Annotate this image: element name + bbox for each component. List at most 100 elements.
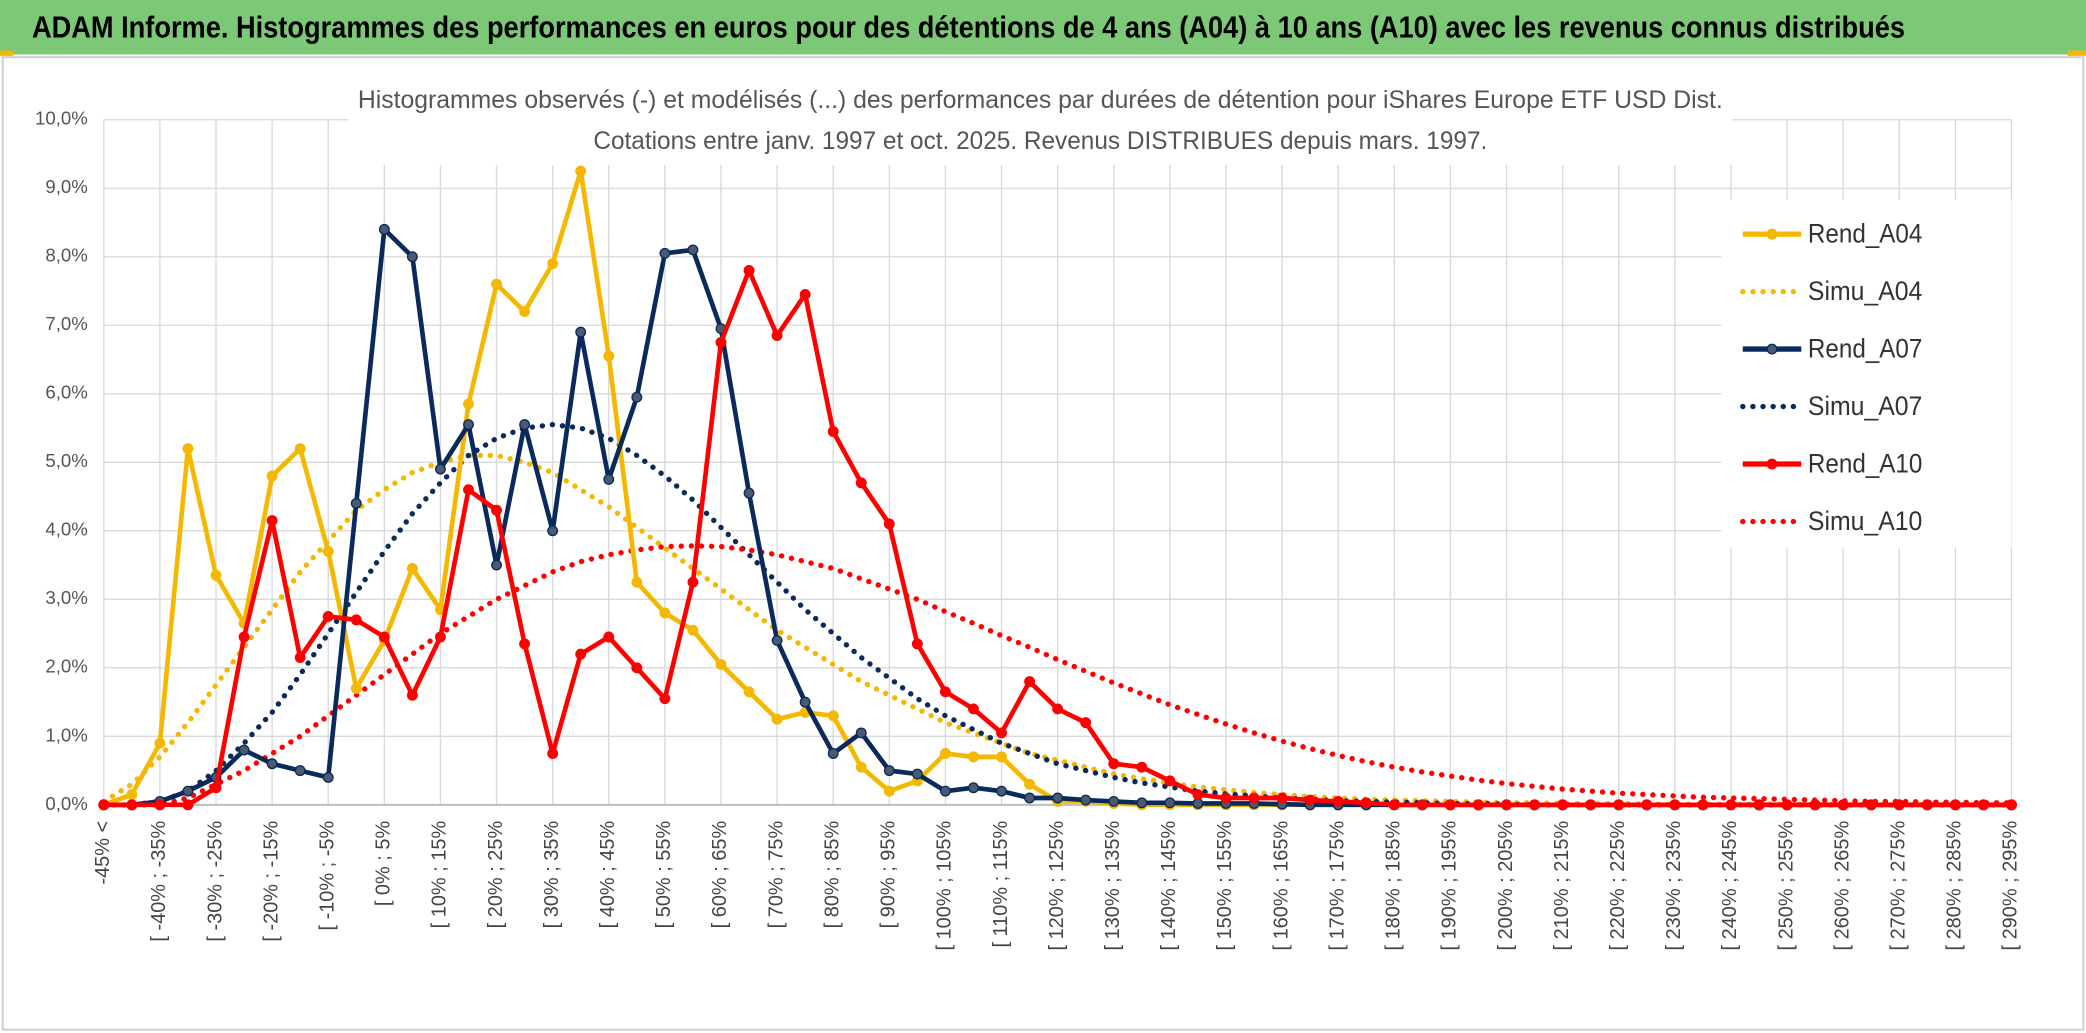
data-point [659, 693, 671, 705]
data-point [1024, 676, 1036, 687]
data-point [434, 463, 446, 475]
x-tick-label: [ 170% ; 175% [1326, 821, 1348, 951]
data-point [1501, 799, 1512, 811]
x-tick-label: [ -10% ; -5% [316, 821, 338, 931]
x-tick-label: [ -20% ; -15% [260, 821, 282, 942]
data-point [350, 497, 362, 509]
data-point [491, 504, 503, 516]
legend-label: Rend_A04 [1808, 218, 1923, 248]
x-tick-label: [ 150% ; 155% [1214, 821, 1236, 951]
x-tick-label: [ 40% ; 45% [597, 821, 619, 929]
data-point [1585, 799, 1597, 811]
data-point [1136, 797, 1148, 809]
data-point [294, 443, 306, 455]
data-point [182, 443, 194, 455]
data-point [883, 765, 895, 777]
x-tick-label: [ 130% ; 135% [1102, 821, 1124, 951]
data-point [406, 689, 418, 701]
data-point [182, 785, 194, 797]
x-tick-label: [ 70% ; 75% [765, 821, 787, 929]
data-point [210, 569, 222, 581]
x-tick-label: [ 180% ; 185% [1383, 821, 1405, 951]
data-point [126, 789, 138, 801]
data-point [996, 785, 1007, 797]
data-point [883, 785, 895, 797]
data-point [350, 682, 362, 694]
data-point [1781, 799, 1793, 811]
y-tick-label: 7,0% [45, 313, 87, 334]
legend-marker [1766, 343, 1778, 355]
x-tick-label: [ 30% ; 35% [541, 821, 563, 929]
data-point [1472, 799, 1484, 811]
x-tick-label: [ 140% ; 145% [1158, 821, 1180, 951]
data-point [547, 258, 559, 270]
chart-title: Histogrammes observés (-) et modélisés (… [358, 86, 1723, 114]
data-point [1837, 799, 1849, 811]
series-group [98, 165, 2017, 811]
data-point [659, 247, 671, 259]
data-point [827, 426, 839, 437]
x-tick-label: [ 260% ; 265% [1831, 821, 1853, 951]
data-point [1164, 775, 1176, 787]
data-point [322, 771, 334, 783]
data-point [266, 758, 278, 770]
data-point [1949, 799, 1961, 811]
data-point [1136, 761, 1148, 773]
x-tick-label: [ 20% ; 25% [485, 821, 507, 929]
data-point [154, 799, 166, 811]
data-point [406, 563, 418, 574]
data-point [1641, 799, 1653, 811]
data-point [855, 727, 867, 739]
data-point [1725, 799, 1737, 811]
data-point [631, 391, 643, 403]
data-point [1192, 798, 1204, 809]
y-tick-label: 10,0% [35, 108, 88, 129]
data-point [491, 559, 503, 571]
x-tick-label: [ 80% ; 85% [821, 821, 843, 929]
x-tick-label: [ 230% ; 235% [1663, 821, 1685, 951]
data-point [1080, 794, 1092, 806]
data-point [1052, 792, 1064, 804]
data-point [1388, 799, 1400, 811]
data-point [463, 419, 474, 431]
y-tick-label: 9,0% [45, 176, 87, 197]
x-tick-label: [ 10% ; 15% [429, 821, 451, 929]
x-tick-label: [ 250% ; 255% [1775, 821, 1797, 951]
data-point [968, 751, 979, 763]
data-point [939, 686, 951, 698]
chart-subtitle: Cotations entre janv. 1997 et oct. 2025.… [593, 127, 1487, 155]
data-point [1192, 789, 1204, 801]
data-point [575, 648, 587, 660]
legend-label: Rend_A10 [1808, 448, 1922, 478]
x-tick-label: [ 200% ; 205% [1495, 821, 1517, 951]
data-point [1809, 799, 1821, 811]
header-bar [0, 0, 2086, 55]
data-point [603, 350, 615, 362]
series-line [101, 452, 2015, 808]
data-point [210, 782, 222, 794]
series-line [101, 543, 2015, 808]
data-point [799, 696, 811, 708]
x-tick-label: [ 0% ; 5% [373, 821, 395, 907]
x-tick-label: -45% < [92, 821, 114, 885]
data-point [2006, 799, 2017, 811]
data-point [266, 515, 278, 526]
data-point [547, 748, 559, 759]
data-point [519, 419, 531, 431]
x-tick-label: [ -30% ; -25% [204, 821, 226, 942]
y-tick-label: 2,0% [45, 656, 87, 677]
data-point [968, 703, 979, 715]
data-point [238, 631, 250, 643]
x-tick-label: [ 220% ; 225% [1607, 821, 1629, 951]
data-point [1360, 797, 1372, 809]
data-point [378, 631, 390, 643]
chart-border [1, 56, 2085, 1031]
x-tick-label: [ 60% ; 65% [709, 821, 731, 929]
data-point [322, 610, 334, 622]
data-point [603, 473, 615, 485]
header-accent [2067, 50, 2086, 56]
data-point [687, 244, 699, 256]
data-point [743, 487, 755, 499]
x-tick-label: [ 240% ; 245% [1719, 821, 1741, 951]
x-tick-label: [ 110% ; 115% [990, 821, 1012, 948]
